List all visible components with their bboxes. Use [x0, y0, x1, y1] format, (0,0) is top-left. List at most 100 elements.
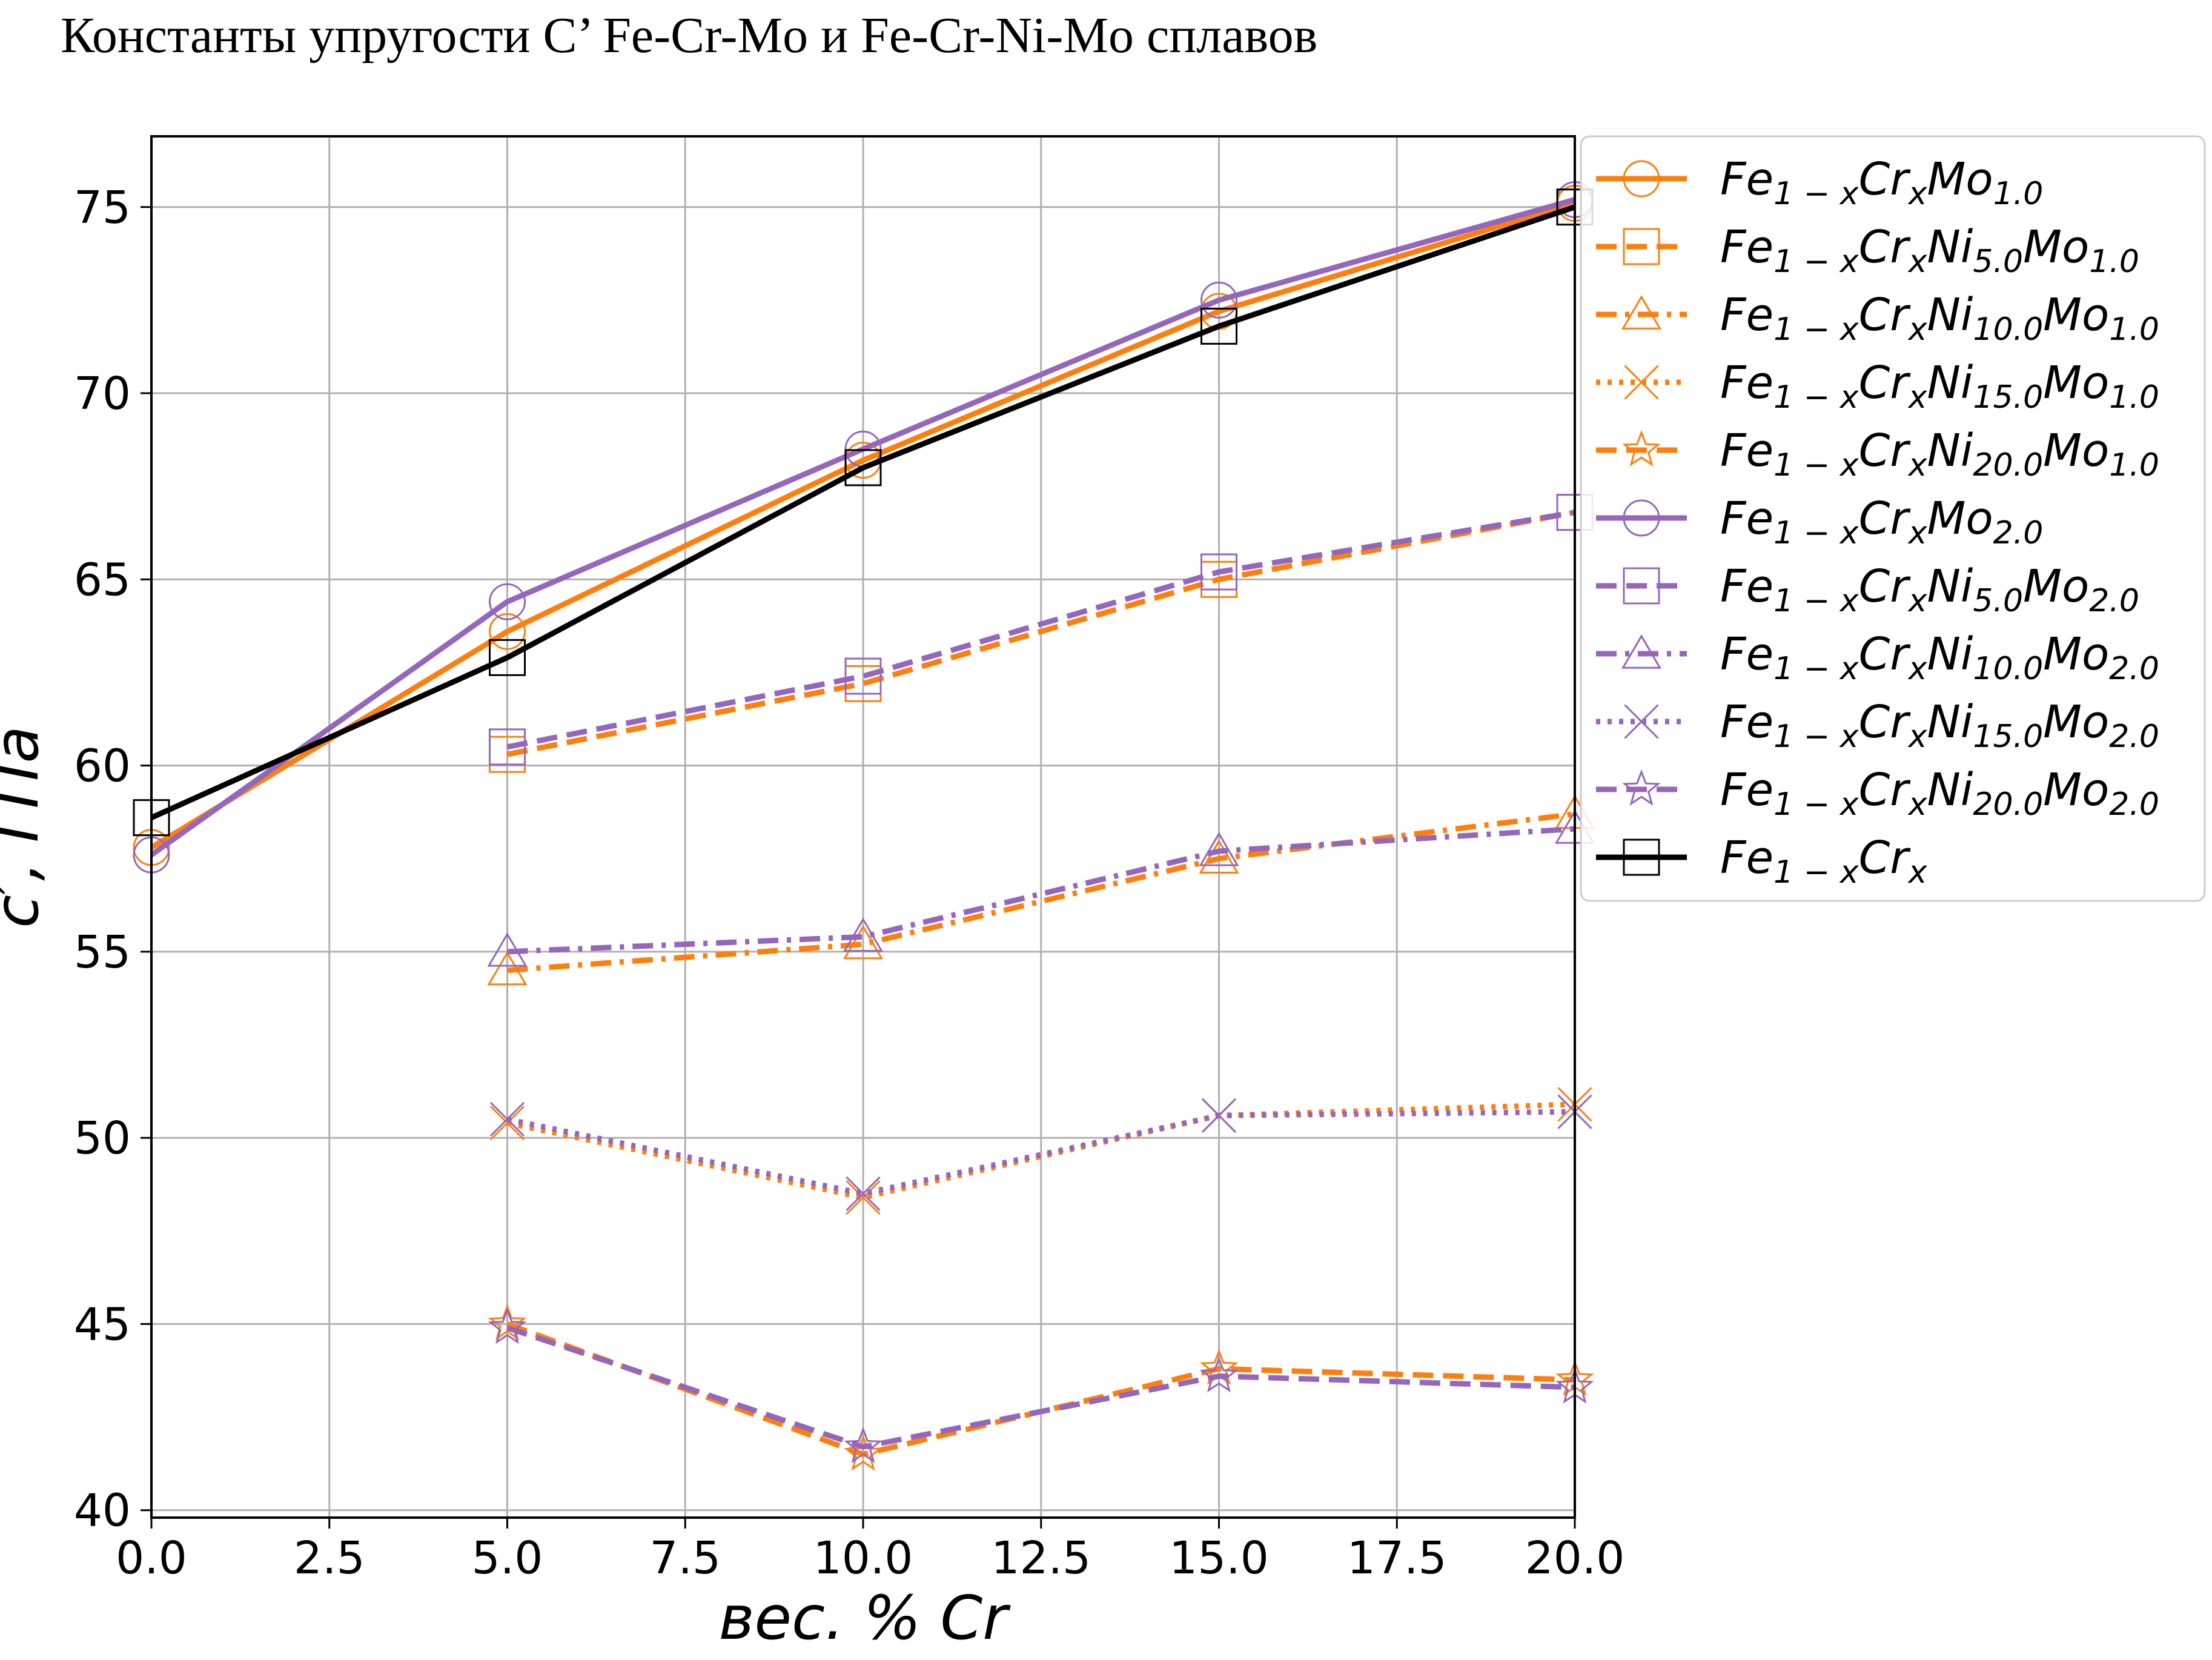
series-line — [507, 826, 1575, 955]
legend-label-subscript: 20.0 — [1973, 786, 2043, 823]
legend-label-text: Fe — [1720, 221, 1773, 273]
legend-label-subscript: x — [1907, 854, 1928, 891]
legend-label: Fe1 − xCrxNi20.0Mo1.0 — [1720, 425, 2159, 483]
data-point-marker — [488, 1304, 527, 1341]
y-tick-label: 50 — [74, 1112, 131, 1164]
legend-label-text: Fe — [1720, 832, 1773, 884]
legend-marker — [1623, 567, 1660, 605]
data-point-marker — [1200, 281, 1237, 319]
x-tick-label: 17.5 — [1347, 1532, 1447, 1584]
legend-label: Fe1 − xCrxNi20.0Mo2.0 — [1720, 764, 2159, 823]
legend-label-text: Mo — [2023, 560, 2089, 613]
legend-entry: Fe1 − xCrxNi10.0Mo2.0 — [1596, 628, 2159, 687]
series-line — [150, 197, 1576, 857]
legend-label-text: Ni — [1927, 560, 1973, 613]
legend-label-subscript: 1.0 — [2089, 244, 2139, 280]
legend-label: Fe1 − xCrx — [1720, 832, 1928, 891]
legend-label-subscript: 2.0 — [2109, 719, 2159, 755]
legend-label-subscript: 15.0 — [1973, 719, 2043, 755]
legend-label-subscript: x — [1907, 786, 1928, 823]
legend-label: Fe1 − xCrxNi10.0Mo1.0 — [1720, 289, 2159, 348]
legend-marker — [1624, 365, 1659, 400]
legend-entry: Fe1 − xCrxNi20.0Mo2.0 — [1596, 764, 2159, 823]
legend-label-text: Fe — [1720, 493, 1773, 545]
data-point-marker — [1200, 553, 1237, 591]
legend-label-subscript: 20.0 — [1973, 447, 2043, 483]
legend-label: Fe1 − xCrxMo2.0 — [1720, 493, 2043, 551]
x-tick-label: 20.0 — [1525, 1532, 1625, 1584]
legend-label-text: Cr — [1859, 764, 1912, 816]
legend-label-text: Fe — [1720, 560, 1773, 613]
legend-label-text: Ni — [1927, 425, 1973, 477]
legend-label-text: Ni — [1927, 628, 1973, 680]
legend-entry: Fe1 − xCrxNi5.0Mo2.0 — [1596, 560, 2139, 619]
data-point-marker — [843, 917, 884, 952]
legend-label-subscript: 1.0 — [2109, 311, 2159, 348]
legend-label-text: Fe — [1720, 153, 1773, 205]
data-point-marker — [1200, 307, 1237, 345]
data-point-marker — [489, 1101, 525, 1137]
legend-label-subscript: 1.0 — [1993, 176, 2044, 212]
series-9 — [489, 1094, 1592, 1211]
legend-marker — [1621, 634, 1662, 669]
legend-label: Fe1 − xCrxMo1.0 — [1720, 153, 2043, 212]
legend-label-text: Mo — [2023, 221, 2089, 273]
y-tick-label: 60 — [74, 740, 131, 792]
legend-label-text: Ni — [1927, 696, 1973, 748]
legend-label-text: Mo — [2043, 289, 2109, 341]
x-tick-label: 5.0 — [472, 1532, 543, 1584]
data-point-marker — [487, 932, 528, 967]
data-point-marker — [489, 583, 526, 620]
legend-label-subscript: 1 − x — [1773, 719, 1859, 755]
legend-marker — [1624, 704, 1659, 739]
legend-label-subscript: 1 − x — [1773, 176, 1859, 212]
legend-label-subscript: 1 − x — [1773, 583, 1859, 619]
legend-label-subscript: 15.0 — [1973, 379, 2043, 416]
legend-entry: Fe1 − xCrxNi15.0Mo2.0 — [1596, 696, 2159, 755]
legend-label-subscript: x — [1907, 651, 1928, 687]
legend-label-subscript: 1 − x — [1773, 244, 1859, 280]
legend-label-subscript: x — [1907, 515, 1928, 551]
data-point-marker — [489, 728, 526, 766]
legend-label-subscript: 1 − x — [1773, 786, 1859, 823]
data-point-marker — [489, 639, 526, 676]
legend-label-text: Mo — [2043, 425, 2109, 477]
legend-label-subscript: 1 − x — [1773, 311, 1859, 348]
x-tick-label: 0.0 — [116, 1532, 187, 1584]
legend-label-text: Cr — [1859, 221, 1912, 273]
legend-label-text: Ni — [1927, 221, 1973, 273]
legend-label-text: Cr — [1859, 832, 1912, 884]
data-point-marker — [1199, 839, 1239, 874]
data-point-marker — [844, 1426, 882, 1464]
legend-label-subscript: x — [1907, 311, 1928, 348]
legend-label-subscript: x — [1907, 176, 1928, 212]
legend-marker — [1621, 295, 1662, 330]
legend-label-text: Fe — [1720, 425, 1773, 477]
legend-label-text: Cr — [1859, 560, 1912, 613]
y-tick-label: 55 — [74, 926, 131, 978]
legend-label-subscript: 1.0 — [2109, 379, 2159, 416]
legend-label: Fe1 − xCrxNi15.0Mo2.0 — [1720, 696, 2159, 755]
x-tick-label: 10.0 — [813, 1532, 913, 1584]
legend-label-subscript: 10.0 — [1973, 311, 2043, 348]
legend-label-text: Ni — [1927, 764, 1973, 816]
legend-entry: Fe1 − xCrxNi10.0Mo1.0 — [1596, 289, 2159, 348]
series-line — [150, 201, 1576, 850]
x-tick-label: 7.5 — [649, 1532, 721, 1584]
data-point-marker — [1201, 1098, 1237, 1133]
grid-lines — [150, 136, 1576, 1518]
legend-label-text: Cr — [1859, 696, 1912, 748]
legend-label-text: Fe — [1720, 357, 1773, 409]
legend-label-subscript: x — [1907, 583, 1928, 619]
y-tick-label: 70 — [74, 368, 131, 420]
y-tick-label: 45 — [74, 1298, 131, 1350]
legend-label-subscript: 2.0 — [2109, 786, 2159, 823]
legend-entry: Fe1 − xCrxNi5.0Mo1.0 — [1596, 221, 2139, 280]
series-10 — [488, 1307, 1594, 1464]
data-point-marker — [846, 1176, 881, 1211]
legend-label: Fe1 − xCrxNi15.0Mo1.0 — [1720, 357, 2159, 416]
legend-marker — [1622, 430, 1661, 466]
legend-label-subscript: 2.0 — [1993, 515, 2044, 551]
legend-label-text: Mo — [1927, 153, 1993, 205]
